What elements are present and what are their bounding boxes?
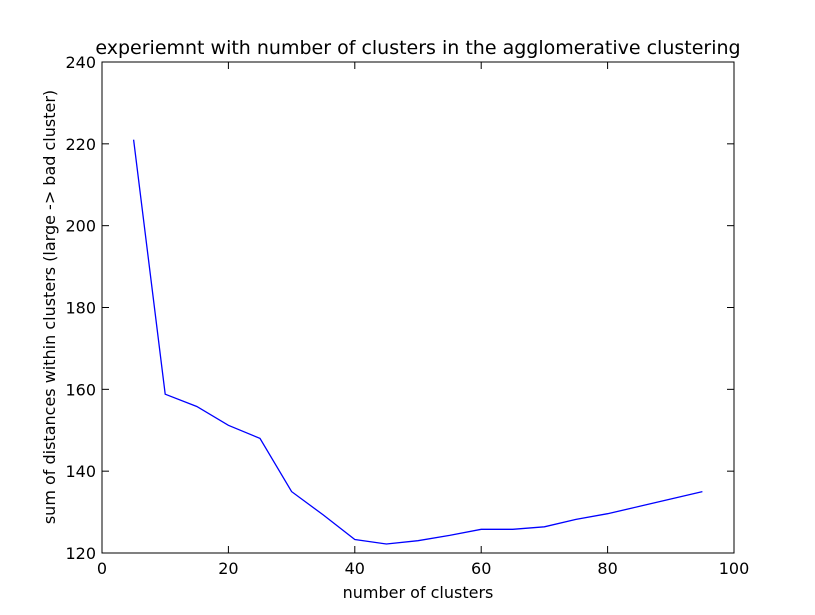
- y-tick-label: 180: [65, 299, 96, 318]
- x-tick-label: 100: [719, 559, 750, 578]
- x-tick-label: 60: [471, 559, 491, 578]
- chart-title: experiemnt with number of clusters in th…: [95, 37, 740, 59]
- x-tick-label: 0: [97, 559, 107, 578]
- x-tick-label: 40: [345, 559, 365, 578]
- x-tick-label: 20: [218, 559, 238, 578]
- y-tick-label: 120: [65, 544, 96, 563]
- plot-area: 0 20 40 60 80 100 120 140 160 180 200 220 240: [65, 53, 749, 578]
- y-tick-label: 200: [65, 217, 96, 236]
- x-tick-label: 80: [597, 559, 617, 578]
- y-tick-label: 140: [65, 462, 96, 481]
- y-tick-label: 220: [65, 135, 96, 154]
- y-tick-label: 240: [65, 53, 96, 72]
- y-axis-label: sum of distances within clusters (large …: [40, 90, 59, 524]
- x-axis-label: number of clusters: [343, 583, 494, 602]
- plot-frame: [101, 61, 735, 554]
- y-tick-label: 160: [65, 380, 96, 399]
- series-line: [132, 139, 703, 545]
